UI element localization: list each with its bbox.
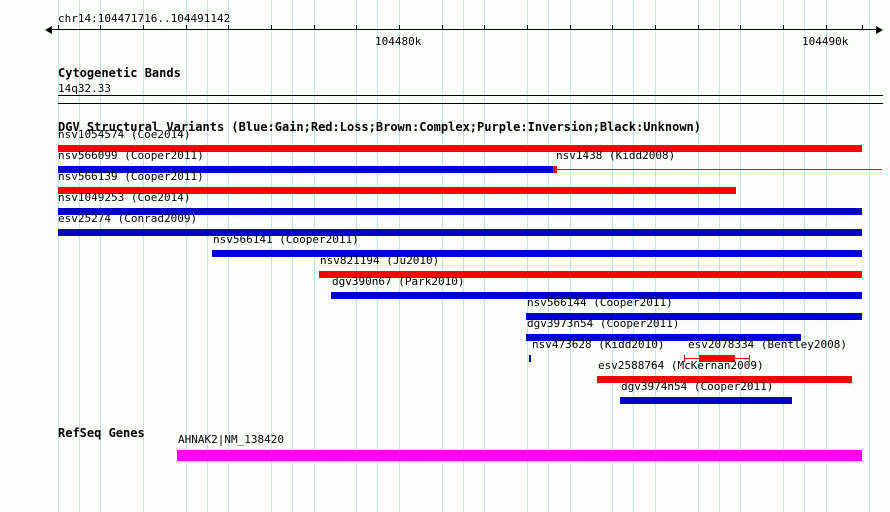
variant-bar[interactable] <box>526 313 862 320</box>
gridline <box>186 0 187 512</box>
gridline <box>79 0 80 512</box>
locus-label: chr14:104471716..104491142 <box>58 12 231 25</box>
variant-bar[interactable] <box>331 292 862 299</box>
ruler-tick-label: 104490k <box>802 35 849 48</box>
dgv-track-title: DGV Structural Variants (Blue:Gain;Red:L… <box>58 120 701 134</box>
ruler-tick <box>100 25 101 30</box>
gridline <box>207 0 208 512</box>
ruler-tick <box>228 25 229 30</box>
variant-extent-line <box>557 169 882 170</box>
variant-bar[interactable] <box>597 376 852 383</box>
gridline <box>100 0 101 512</box>
ruler-tick <box>826 25 827 30</box>
variant-label[interactable]: nsv566139 (Cooper2011) <box>58 170 204 183</box>
variant-label[interactable]: nsv473628 (Kidd2010) <box>532 338 665 351</box>
ruler-tick <box>527 25 528 30</box>
variant-end-cap <box>684 355 685 362</box>
ruler-tick <box>442 25 443 30</box>
variant-bar[interactable] <box>58 229 862 236</box>
ruler-scroll-right-arrow-icon[interactable] <box>876 26 883 34</box>
variant-bar[interactable] <box>319 271 862 278</box>
variant-bar[interactable] <box>620 397 792 404</box>
ruler-tick <box>783 25 784 30</box>
ruler-tick <box>655 25 656 30</box>
refseq-genes-title: RefSeq Genes <box>58 426 145 440</box>
ruler-tick <box>740 25 741 30</box>
variant-label[interactable]: nsv566099 (Cooper2011) <box>58 149 204 162</box>
variant-label[interactable]: nsv1049253 (Coe2014) <box>58 191 191 204</box>
variant-label[interactable]: esv2588764 (McKernan2009) <box>598 359 764 372</box>
cytoband-rule-top <box>58 95 883 96</box>
variant-bar[interactable] <box>212 250 862 257</box>
cytogenetic-band-label: 14q32.33 <box>58 82 111 95</box>
variant-label[interactable]: esv25274 (Conrad2009) <box>58 212 198 225</box>
variant-label[interactable]: nsv566141 (Cooper2011) <box>213 233 359 246</box>
variant-bar[interactable] <box>58 145 862 152</box>
cytogenetic-bands-title: Cytogenetic Bands <box>58 66 181 80</box>
gridline <box>869 0 870 512</box>
ruler-tick <box>399 25 400 30</box>
variant-label[interactable]: nsv821194 (Ju2010) <box>320 254 440 267</box>
ruler-tick <box>612 25 613 30</box>
ruler-tick <box>862 25 863 30</box>
cytoband-rule-bottom <box>58 103 883 104</box>
ruler-axis-line <box>52 29 876 30</box>
ruler-tick <box>356 25 357 30</box>
ruler-tick <box>570 25 571 30</box>
variant-label[interactable]: nsv1054574 (Coe2014) <box>58 128 191 141</box>
variant-label[interactable]: nsv566144 (Cooper2011) <box>527 296 673 309</box>
ruler-tick-label: 104480k <box>375 35 422 48</box>
ruler-tick <box>143 25 144 30</box>
gridline <box>143 0 144 512</box>
ruler-tick <box>58 25 59 30</box>
gridline <box>58 0 59 512</box>
variant-bar[interactable] <box>526 334 801 341</box>
ruler-tick <box>314 25 315 30</box>
ruler-scroll-left-arrow-icon[interactable] <box>45 26 52 34</box>
gene-bar[interactable] <box>177 450 862 461</box>
ruler-tick <box>484 25 485 30</box>
variant-end-cap <box>749 355 750 362</box>
gene-label[interactable]: AHNAK2|NM_138420 <box>178 433 284 446</box>
variant-label[interactable]: dgv390n67 (Park2010) <box>332 275 465 288</box>
variant-bar[interactable] <box>58 187 736 194</box>
variant-label[interactable]: esv2078334 (Bentley2008) <box>688 338 847 351</box>
variant-bar[interactable] <box>529 355 531 362</box>
ruler-tick <box>271 25 272 30</box>
variant-bar[interactable] <box>699 355 735 362</box>
variant-label[interactable]: dgv3973n54 (Cooper2011) <box>527 317 680 330</box>
variant-bar[interactable] <box>58 166 553 173</box>
variant-bar[interactable] <box>58 208 862 215</box>
variant-label[interactable]: nsv1438 (Kidd2008) <box>556 149 676 162</box>
ruler-tick <box>698 25 699 30</box>
ruler-tick <box>186 25 187 30</box>
variant-bar[interactable] <box>553 166 557 173</box>
variant-label[interactable]: dgv3974n54 (Cooper2011) <box>621 380 774 393</box>
